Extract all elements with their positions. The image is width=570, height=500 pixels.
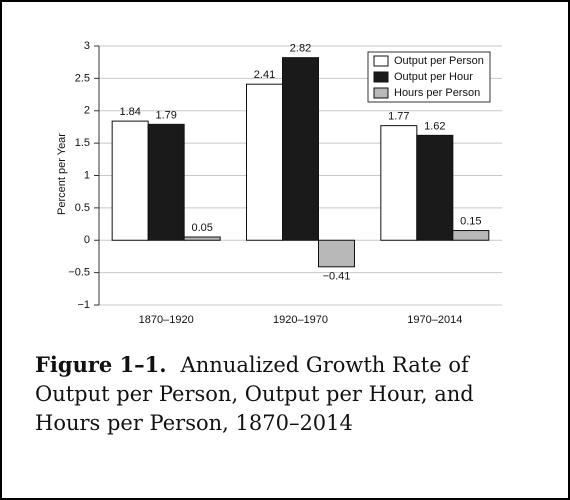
x-tick-label: 1870–1920 xyxy=(139,314,194,326)
bar xyxy=(147,123,185,241)
value-label: 1.84 xyxy=(119,106,140,118)
figure-caption: Annualized Growth Rate of Output per Per… xyxy=(35,353,474,435)
legend-label: Output per Person xyxy=(394,55,484,67)
bar xyxy=(380,125,418,241)
value-label: 0.15 xyxy=(460,215,481,227)
bar xyxy=(282,57,319,241)
y-tick-label: 1.5 xyxy=(75,137,90,149)
y-tick-label: −0.5 xyxy=(68,267,90,279)
y-tick-label: 0.5 xyxy=(75,202,90,214)
y-axis-label: Percent per Year xyxy=(56,133,68,215)
chart: Percent per Year −1 −0.5 0 0.5 1 1.5 2 2.5 3 1870… xyxy=(56,40,502,326)
bar xyxy=(452,230,490,241)
value-label: 1.77 xyxy=(388,111,409,123)
legend-swatch xyxy=(373,71,389,83)
bar xyxy=(183,236,221,241)
bar xyxy=(318,239,355,268)
legend-swatch xyxy=(373,87,389,99)
x-tick-label: 1920–1970 xyxy=(273,314,328,326)
figure-label: Figure 1–1. xyxy=(35,352,167,377)
value-label: 1.79 xyxy=(155,109,176,121)
bar xyxy=(416,134,454,241)
y-tick-label: 2 xyxy=(84,105,90,117)
y-tick-label: 2.5 xyxy=(75,72,90,84)
y-tick-label: 3 xyxy=(84,40,90,52)
value-label: 2.82 xyxy=(290,43,311,55)
value-label: −0.41 xyxy=(323,271,351,283)
caption: Figure 1–1. Annualized Growth Rate of Out… xyxy=(35,350,535,438)
y-tick-label: 0 xyxy=(84,234,90,246)
value-label: 2.41 xyxy=(254,69,275,81)
y-tick-label: −1 xyxy=(77,299,90,311)
legend-swatch xyxy=(373,55,389,67)
legend-label: Hours per Person xyxy=(394,87,480,99)
y-tick-label: 1 xyxy=(84,169,90,181)
value-label: 1.62 xyxy=(424,120,445,132)
x-tick-label: 1970–2014 xyxy=(407,314,462,326)
bar xyxy=(246,83,283,241)
value-label: 0.05 xyxy=(191,222,212,234)
legend-label: Output per Hour xyxy=(394,71,473,83)
bar xyxy=(111,120,149,241)
